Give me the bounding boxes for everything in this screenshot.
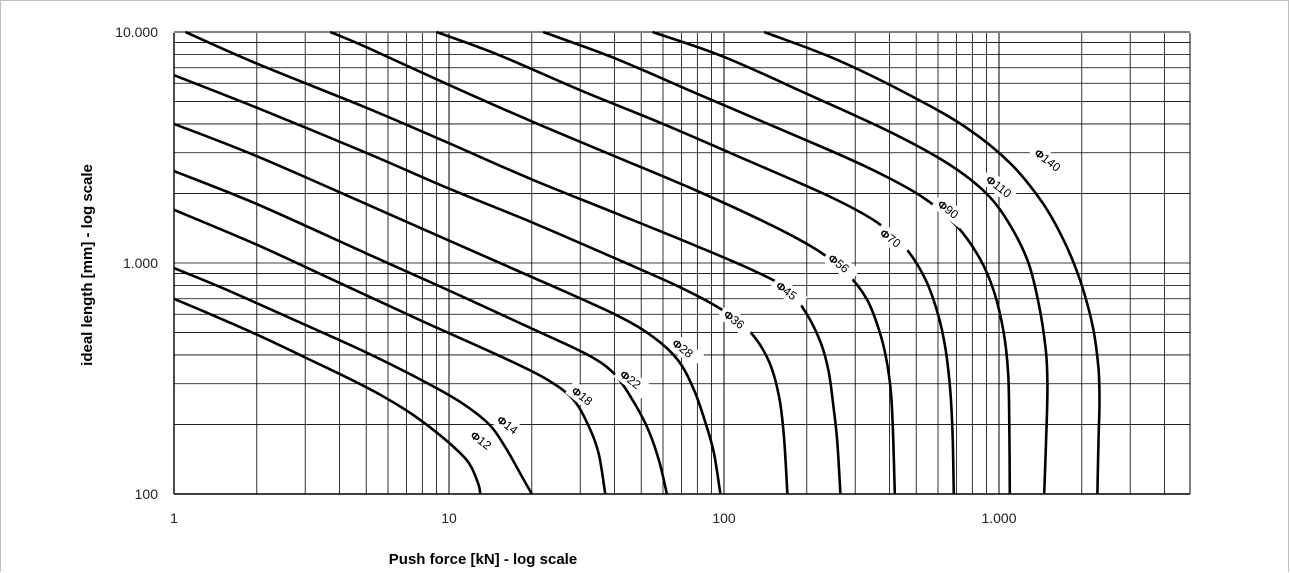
- curve-line-140: [763, 30, 1101, 495]
- curve-label-70: Φ70: [873, 222, 912, 258]
- curve-line-56: [329, 30, 897, 495]
- curve-line-36: [173, 73, 789, 495]
- y-tick-label: 100: [135, 486, 159, 502]
- curve-label-background: [565, 380, 604, 416]
- curve-label-90: Φ90: [931, 193, 970, 229]
- curve-line-45: [184, 30, 842, 495]
- curve-line-14: [173, 266, 533, 495]
- curve-label-12: Φ12: [463, 424, 503, 460]
- curve-label-background: [979, 169, 1018, 204]
- curve-line-110: [652, 30, 1049, 495]
- curve-label-background: [463, 424, 503, 460]
- curve-label-45: Φ45: [769, 275, 808, 310]
- curve-label-14: Φ14: [490, 409, 529, 445]
- curve-label-background: [665, 332, 704, 368]
- curve-line-12: [173, 297, 482, 495]
- curve-line-28: [173, 122, 722, 495]
- curve-label-56: Φ56: [821, 247, 860, 283]
- curve-label-background: [717, 303, 756, 339]
- curve-label-background: [873, 222, 912, 258]
- y-tick-label: 10.000: [115, 24, 158, 40]
- y-tick-label: 1.000: [123, 255, 158, 271]
- curve-label-36: Φ36: [717, 303, 756, 339]
- curve-label-22: Φ22: [613, 363, 652, 399]
- x-axis-title: Push force [kN] - log scale: [389, 551, 577, 568]
- x-tick-label: 1.000: [981, 510, 1016, 526]
- curve-label-28: Φ28: [665, 332, 704, 368]
- tick-labels: 1 10 100 1.000 100 1.000 10.000: [115, 24, 1017, 526]
- curve-line-70: [435, 30, 956, 495]
- curve-label-140: Φ140: [1027, 142, 1067, 178]
- curve-label-background: [490, 409, 529, 445]
- curve-label-background: [931, 193, 970, 229]
- x-tick-label: 1: [170, 510, 178, 526]
- curve-line-22: [173, 169, 669, 495]
- x-tick-label: 100: [712, 510, 736, 526]
- curve-label-background: [613, 363, 652, 399]
- grid-lines: [173, 31, 1191, 495]
- curve-label-background: [821, 247, 860, 283]
- y-axis-title: ideal length [mm] - log scale: [79, 164, 96, 366]
- curve-label-18: Φ18: [565, 380, 604, 416]
- curve-label-background: [1027, 142, 1067, 178]
- curve-line-18: [173, 208, 607, 495]
- curves: [173, 30, 1101, 495]
- curve-label-background: [769, 275, 808, 310]
- x-tick-label: 10: [441, 510, 457, 526]
